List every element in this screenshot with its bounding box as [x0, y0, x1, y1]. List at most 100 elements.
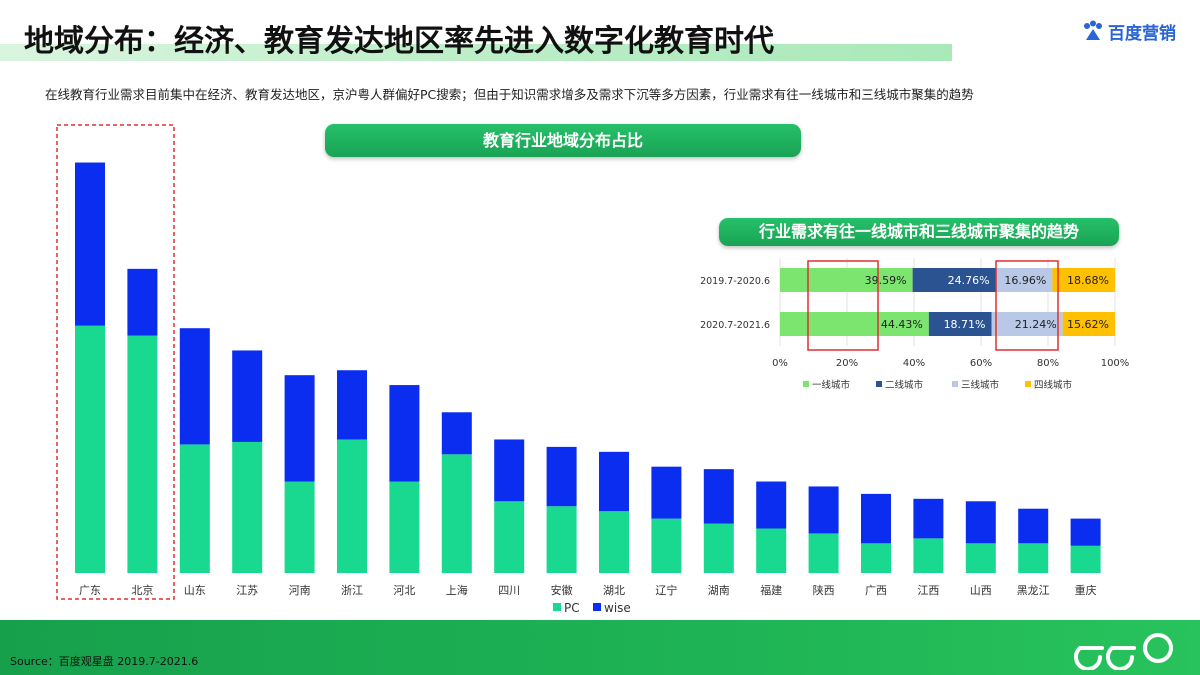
data-label: 44.43%: [881, 318, 923, 331]
bar-pc-8: [494, 501, 525, 573]
x-tick-label: 100%: [1101, 358, 1130, 369]
legend-swatch-tier3: [952, 381, 958, 387]
x-tick-label: 黑龙江: [1017, 584, 1050, 597]
highlight-box-tier3: [995, 260, 1059, 351]
bar-wise-5: [337, 370, 367, 440]
x-tick-label: 北京: [131, 583, 153, 597]
x-tick-label: 山东: [184, 584, 206, 597]
bar-wise-1: [127, 268, 158, 336]
x-tick-label: 重庆: [1075, 583, 1097, 597]
highlight-box-guangdong-beijing: [56, 124, 175, 600]
bar-wise-19: [1070, 518, 1101, 546]
x-tick-label: 河南: [289, 584, 311, 597]
bar-wise-11: [651, 466, 682, 519]
data-label: 18.68%: [1067, 274, 1109, 287]
bar-pc-15: [861, 543, 891, 573]
x-tick-label: 广东: [79, 584, 101, 597]
sub-chart-title: 行业需求有往一线城市和三线城市聚集的趋势: [719, 218, 1119, 246]
y-tick-label: 2020.7-2021.6: [700, 320, 770, 331]
legend-label-tier1: 一线城市: [812, 379, 851, 391]
page-title: 地域分布：经济、教育发达地区率先进入数字化教育时代: [24, 24, 774, 59]
bar-wise-9: [546, 446, 577, 507]
bar-pc-19: [1070, 545, 1101, 573]
bar-wise-3: [232, 350, 263, 442]
x-tick-label: 80%: [1037, 358, 1059, 369]
bar-pc-1: [127, 335, 158, 573]
bar-pc-5: [337, 439, 367, 573]
bar-wise-15: [861, 493, 891, 544]
x-tick-label: 陕西: [813, 583, 835, 597]
x-tick-label: 江西: [917, 584, 939, 597]
bar-wise-6: [389, 385, 420, 482]
bar-pc-17: [965, 543, 996, 573]
data-label: 18.71%: [944, 318, 986, 331]
data-label: 24.76%: [948, 274, 990, 287]
bar-pc-4: [284, 481, 315, 573]
baidu-marketing-logo: 百度营销: [1082, 18, 1176, 44]
bar-wise-16: [913, 498, 944, 539]
bar-wise-2: [179, 328, 210, 445]
x-tick-label: 辽宁: [655, 583, 677, 597]
bar-wise-14: [808, 486, 839, 534]
data-label: 39.59%: [865, 274, 907, 287]
bar-1-0: [912, 268, 996, 292]
bar-pc-7: [441, 454, 472, 573]
x-tick-label: 40%: [903, 358, 925, 369]
y-tick-label: 2019.7-2020.6: [700, 276, 770, 287]
bar-wise-8: [494, 439, 525, 502]
bar-pc-18: [1018, 543, 1049, 573]
x-tick-label: 0%: [772, 358, 788, 369]
bar-pc-10: [599, 511, 629, 573]
legend-label-tier2: 二线城市: [885, 379, 924, 391]
x-tick-label: 福建: [760, 583, 782, 597]
legend-swatch-tier2: [876, 381, 882, 387]
bar-pc-13: [756, 528, 787, 573]
bar-pc-6: [389, 481, 420, 573]
source-text: Source：百度观星盘 2019.7-2021.6: [10, 655, 199, 668]
bar-pc-16: [913, 538, 944, 573]
x-tick-label: 山西: [970, 584, 992, 597]
legend-swatch-pc: [553, 603, 561, 611]
x-tick-label: 20%: [836, 358, 858, 369]
bar-pc-0: [75, 325, 105, 573]
bar-0-1: [780, 312, 929, 336]
data-label: 16.96%: [1004, 274, 1046, 287]
legend-label-wise: wise: [604, 601, 631, 615]
logo-text: 百度营销: [1108, 23, 1176, 44]
title-underline: [0, 44, 952, 61]
city-tier-chart: 2019.7-2020.6 39.59% 24.76% 16.96% 18.68% 202…: [700, 258, 1130, 391]
x-tick-label: 上海: [446, 583, 468, 597]
x-tick-label: 河北: [393, 584, 415, 597]
bar-wise-4: [284, 375, 315, 482]
bar-wise-17: [965, 501, 996, 544]
bar-wise-13: [756, 481, 787, 529]
data-label: 21.24%: [1015, 318, 1057, 331]
bar-pc-11: [651, 518, 682, 573]
bar-wise-7: [441, 412, 472, 455]
bar-wise-10: [599, 451, 629, 512]
x-tick-label: 广西: [865, 584, 887, 597]
x-tick-label: 安徽: [551, 583, 573, 597]
bar-wise-0: [75, 162, 105, 326]
x-tick-label: 湖北: [603, 584, 625, 597]
main-chart-title: 教育行业地域分布占比: [325, 124, 801, 157]
bar-3-1: [1062, 312, 1115, 336]
legend-label-tier4: 四线城市: [1034, 379, 1073, 391]
baidu-paw-icon: [1084, 20, 1102, 40]
x-tick-label: 浙江: [341, 584, 363, 597]
bar-pc-12: [703, 523, 734, 573]
bar-0-0: [780, 268, 913, 292]
legend-swatch-tier1: [803, 381, 809, 387]
eeo-logo-text: eeo: [1074, 626, 1076, 627]
bar-3-0: [1052, 268, 1115, 292]
bar-2-0: [995, 268, 1053, 292]
bar-2-1: [991, 312, 1063, 336]
bar-wise-18: [1018, 508, 1049, 544]
bar-1-1: [928, 312, 992, 336]
highlight-box-tier1: [807, 260, 879, 351]
x-tick-label: 60%: [970, 358, 992, 369]
x-tick-label: 江苏: [236, 584, 258, 597]
bar-pc-2: [179, 444, 210, 573]
region-bar-chart: 广东 北京 山东 江苏 河南 浙江 河北 上海 四川 安徽 湖北 辽宁 湖南 福建 陕西 广西 江西 山西 黑龙江 重…: [56, 124, 1101, 615]
subtitle: 在线教育行业需求目前集中在经济、教育发达地区，京沪粤人群偏好PC搜索；但由于知识…: [45, 87, 974, 102]
